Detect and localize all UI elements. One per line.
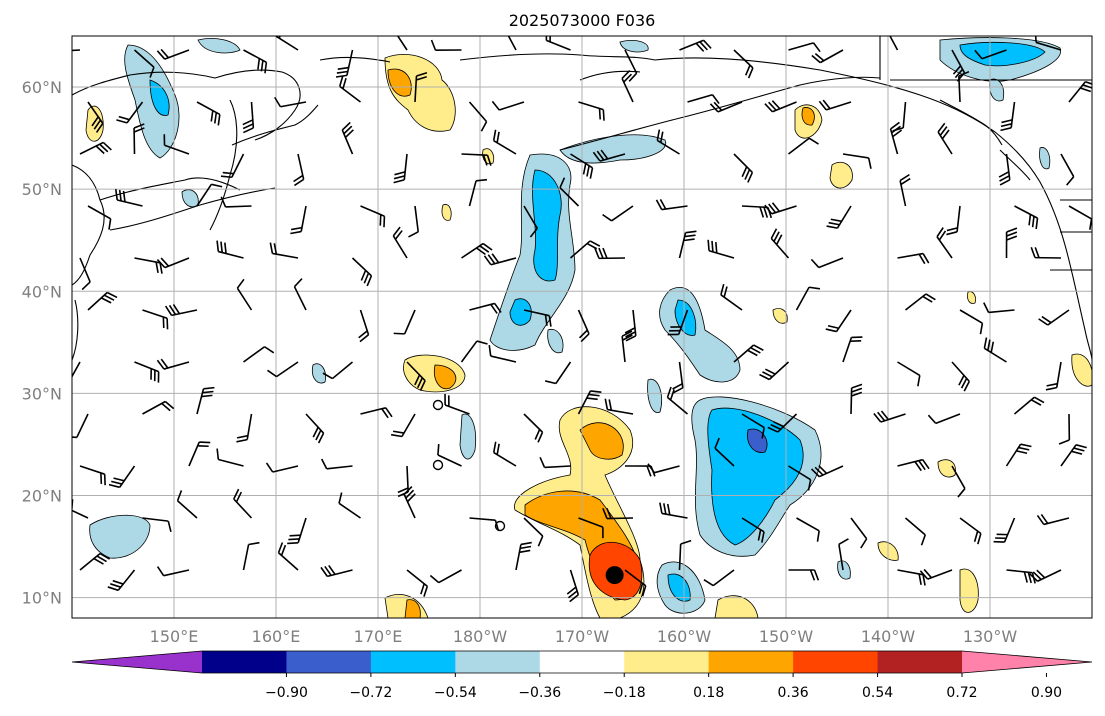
colorbar-tick-label: 0.72 bbox=[946, 685, 977, 701]
colorbar-tick-label: 0.54 bbox=[862, 685, 893, 701]
longitude-label: 130°W bbox=[963, 627, 1018, 646]
colorbar-tick-labels: −0.90 −0.72 −0.54 −0.36 −0.18 0.18 0.36 0.54 0.7… bbox=[265, 673, 1062, 701]
colorbar-tick-label: 0.36 bbox=[778, 685, 809, 701]
latitude-label: 20°N bbox=[22, 486, 62, 505]
latitude-label: 30°N bbox=[22, 384, 62, 403]
longitude-label: 160°W bbox=[657, 627, 712, 646]
latitude-label: 60°N bbox=[22, 78, 62, 97]
colorbar-tick-label: 0.90 bbox=[1031, 685, 1062, 701]
colorbar-segment bbox=[540, 651, 625, 673]
longitude-label: 150°E bbox=[150, 627, 199, 646]
longitude-label: 180°W bbox=[453, 627, 508, 646]
longitude-label: 170°W bbox=[555, 627, 610, 646]
latitude-label: 10°N bbox=[22, 589, 62, 608]
colorbar-tick-label: −0.36 bbox=[518, 685, 561, 701]
colorbar-tick-label: −0.72 bbox=[349, 685, 392, 701]
colorbar bbox=[72, 651, 1092, 673]
colorbar-segment bbox=[793, 651, 878, 673]
longitude-label: 160°E bbox=[252, 627, 301, 646]
colorbar-tick-label: −0.90 bbox=[265, 685, 308, 701]
latitude-label: 50°N bbox=[22, 180, 62, 199]
longitude-label: 150°W bbox=[759, 627, 814, 646]
colorbar-segment bbox=[286, 651, 371, 673]
colorbar-tick-label: 0.18 bbox=[693, 685, 724, 701]
colorbar-tick-label: −0.54 bbox=[434, 685, 477, 701]
latitude-label: 40°N bbox=[22, 282, 62, 301]
colorbar-segment bbox=[202, 651, 287, 673]
storm-center-marker bbox=[606, 566, 624, 584]
colorbar-segment bbox=[709, 651, 794, 673]
colorbar-segment bbox=[455, 651, 540, 673]
latitude-labels: 60°N 50°N 40°N 30°N 20°N 10°N bbox=[22, 78, 62, 608]
colorbar-lower-extension bbox=[72, 651, 202, 673]
map-area bbox=[50, 19, 1096, 618]
longitude-label: 140°W bbox=[861, 627, 916, 646]
colorbar-segment bbox=[371, 651, 456, 673]
longitude-labels: 150°E 160°E 170°E 180°W 170°W 160°W 150°W 140°W… bbox=[150, 627, 1018, 646]
figure-title: 2025073000 F036 bbox=[509, 11, 656, 30]
colorbar-segment bbox=[624, 651, 709, 673]
colorbar-segment bbox=[878, 651, 963, 673]
colorbar-tick-label: −0.18 bbox=[603, 685, 646, 701]
longitude-label: 170°E bbox=[354, 627, 403, 646]
colorbar-upper-extension bbox=[962, 651, 1092, 673]
